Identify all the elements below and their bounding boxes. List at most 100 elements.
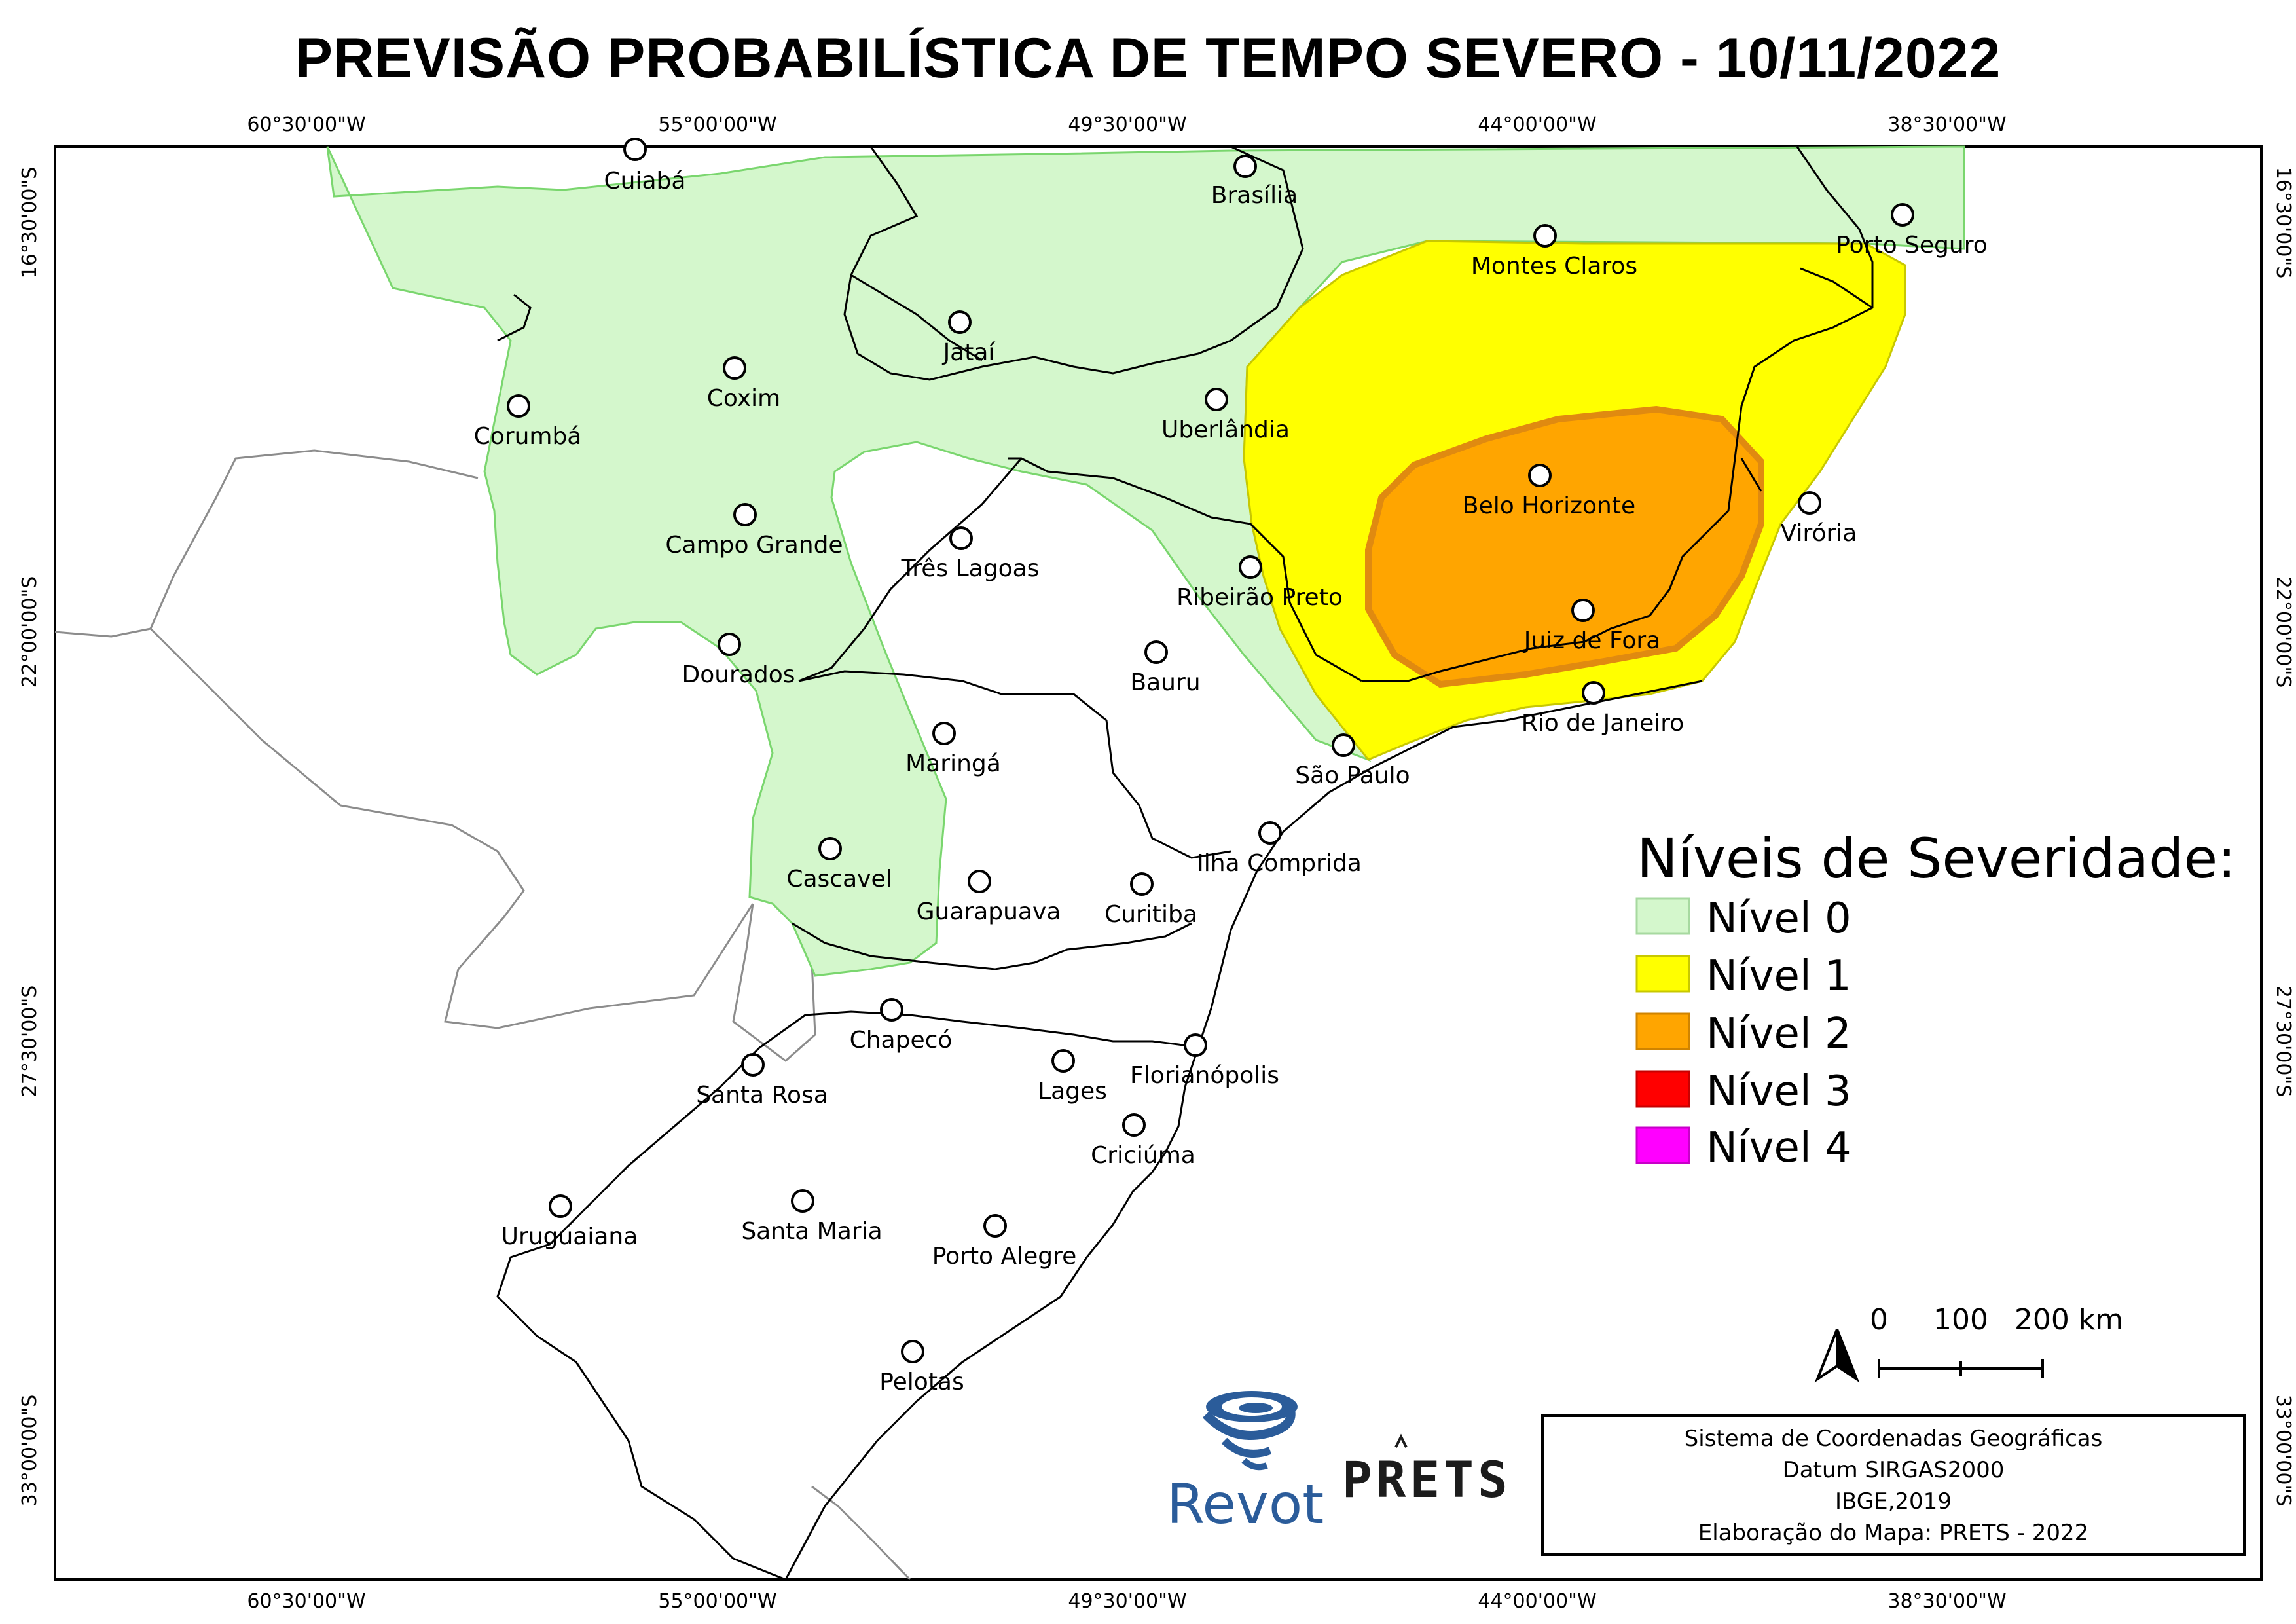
- longitude-label: 55°00'00"W: [658, 1590, 776, 1613]
- scale-bar: 0 100 200 km: [1870, 1303, 2123, 1378]
- city-curitiba: Curitiba: [1104, 872, 1197, 928]
- city-bauru: Bauru: [1130, 640, 1201, 696]
- city-label: Jataí: [942, 339, 996, 366]
- revot-logo: Revot: [1167, 1391, 1324, 1536]
- legend-label: Nível 4: [1706, 1124, 1851, 1172]
- city-santa-maria: Santa Maria: [741, 1189, 883, 1245]
- north-arrow-icon: [1814, 1329, 1860, 1383]
- longitude-label: 49°30'00"W: [1068, 113, 1186, 136]
- legend-label: Nível 1: [1706, 952, 1851, 1001]
- city-label: Belo Horizonte: [1463, 492, 1635, 519]
- latitude-label: 16°30'00"S: [18, 167, 41, 279]
- city-label: São Paulo: [1295, 762, 1410, 789]
- city-belo-horizonte: Belo Horizonte: [1463, 464, 1635, 519]
- legend-swatch-level-4: [1635, 1126, 1690, 1164]
- longitude-label: 44°00'00"W: [1478, 113, 1596, 136]
- city-label: Florianópolis: [1130, 1062, 1279, 1089]
- city-corumba: Corumbá: [474, 394, 582, 450]
- city-maringa: Maringá: [905, 722, 1001, 777]
- city-dourados: Dourados: [682, 633, 795, 688]
- neighbor-country-border: [54, 449, 911, 1581]
- city-jatai: Jataí: [942, 310, 996, 366]
- city-ilha-comprida: Ilha Comprida: [1197, 821, 1362, 877]
- latitude-label: 16°30'00"S: [2272, 167, 2295, 279]
- city-coxim: Coxim: [707, 356, 780, 412]
- info-line-source: IBGE,2019: [1835, 1488, 1952, 1515]
- city-label: Pelotas: [879, 1369, 964, 1395]
- latitude-label: 22°00'00"S: [2272, 576, 2295, 688]
- longitude-label: 60°30'00"W: [247, 1590, 365, 1613]
- city-label: Brasília: [1211, 182, 1298, 209]
- info-line-author: Elaboração do Mapa: PRETS - 2022: [1698, 1520, 2089, 1546]
- latitude-label: 22°00'00"S: [18, 576, 41, 688]
- city-sao-paulo: São Paulo: [1295, 733, 1410, 789]
- latitude-labels-right: 16°30'00"S 22°00'00"S 27°30'00"S 33°00'0…: [2272, 167, 2295, 1507]
- city-label: Chapecó: [850, 1027, 953, 1054]
- latitude-label: 27°30'00"S: [18, 986, 41, 1098]
- longitude-labels-top: 60°30'00"W 55°00'00"W 49°30'00"W 44°00'0…: [247, 113, 2006, 136]
- legend-swatch-level-0: [1635, 897, 1690, 935]
- longitude-label: 49°30'00"W: [1068, 1590, 1186, 1613]
- city-label: Santa Rosa: [696, 1082, 828, 1109]
- legend-label: Nível 3: [1706, 1067, 1851, 1116]
- city-label: Porto Seguro: [1836, 232, 1988, 259]
- info-box: Sistema de Coordenadas Geográficas Datum…: [1541, 1414, 2246, 1556]
- city-rio-de-janeiro: Rio de Janeiro: [1522, 681, 1685, 737]
- city-tres-lagoas: Três Lagoas: [901, 526, 1040, 582]
- longitude-label: 55°00'00"W: [658, 113, 776, 136]
- city-label: Rio de Janeiro: [1522, 710, 1685, 737]
- longitude-labels-bottom: 60°30'00"W 55°00'00"W 49°30'00"W 44°00'0…: [247, 1590, 2006, 1613]
- city-label: Guarapuava: [917, 898, 1061, 925]
- city-label: Porto Alegre: [932, 1243, 1077, 1270]
- legend-title: Níveis de Severidade:: [1637, 826, 2236, 891]
- city-label: Uberlândia: [1161, 416, 1290, 443]
- legend-item-level-2: Nível 2: [1635, 1010, 1851, 1058]
- city-label: Corumbá: [474, 423, 582, 450]
- legend-item-level-4: Nível 4: [1635, 1124, 1851, 1172]
- city-chapeco: Chapecó: [850, 998, 953, 1054]
- city-label: Uruguaiana: [501, 1223, 638, 1250]
- city-uberlandia: Uberlândia: [1161, 388, 1290, 443]
- city-vitoria: Virória: [1781, 491, 1857, 547]
- scale-label: 100: [1933, 1303, 1988, 1337]
- city-label: Virória: [1781, 520, 1857, 547]
- city-guarapuava: Guarapuava: [917, 870, 1061, 925]
- city-label: Lages: [1038, 1078, 1107, 1105]
- map-title: PREVISÃO PROBABILÍSTICA DE TEMPO SEVERO …: [295, 27, 2001, 90]
- city-label: Dourados: [682, 661, 795, 688]
- city-ribeirao-preto: Ribeirão Preto: [1176, 555, 1343, 611]
- longitude-label: 38°30'00"W: [1887, 1590, 2006, 1613]
- city-label: Criciúma: [1091, 1142, 1195, 1169]
- legend-item-level-3: Nível 3: [1635, 1067, 1851, 1116]
- legend-background: [1624, 812, 2223, 1166]
- legend-swatch-level-1: [1635, 955, 1690, 993]
- legend-label: Nível 0: [1706, 895, 1851, 943]
- city-lages: Lages: [1038, 1049, 1107, 1105]
- info-line-datum: Datum SIRGAS2000: [1783, 1457, 2005, 1483]
- city-label: Juiz de Fora: [1523, 627, 1661, 654]
- city-label: Ribeirão Preto: [1176, 584, 1343, 611]
- city-label: Maringá: [905, 750, 1001, 777]
- city-label: Campo Grande: [665, 532, 843, 559]
- latitude-label: 33°00'00"S: [2272, 1395, 2295, 1507]
- city-label: Três Lagoas: [901, 555, 1040, 582]
- legend-swatch-level-3: [1635, 1070, 1690, 1108]
- city-label: Ilha Comprida: [1197, 850, 1362, 877]
- city-label: Bauru: [1130, 669, 1200, 696]
- prets-logo: PRETS: [1342, 1433, 1512, 1509]
- city-porto-alegre: Porto Alegre: [932, 1214, 1077, 1270]
- city-porto-seguro: Porto Seguro: [1836, 203, 1988, 259]
- city-label: Curitiba: [1104, 901, 1197, 928]
- city-cuiaba: Cuiabá: [604, 138, 685, 194]
- legend-item-level-1: Nível 1: [1635, 952, 1851, 1001]
- city-criciuma: Criciúma: [1091, 1113, 1195, 1169]
- prets-logo-text: PRETS: [1342, 1450, 1512, 1509]
- city-uruguaiana: Uruguaiana: [501, 1194, 638, 1250]
- latitude-labels-left: 16°30'00"S 22°00'00"S 27°30'00"S 33°00'0…: [18, 167, 41, 1507]
- info-line-coordinate-system: Sistema de Coordenadas Geográficas: [1685, 1426, 2103, 1452]
- longitude-label: 60°30'00"W: [247, 113, 365, 136]
- city-brasilia: Brasília: [1211, 155, 1298, 209]
- city-campo-grande: Campo Grande: [665, 503, 843, 559]
- latitude-label: 33°00'00"S: [18, 1395, 41, 1507]
